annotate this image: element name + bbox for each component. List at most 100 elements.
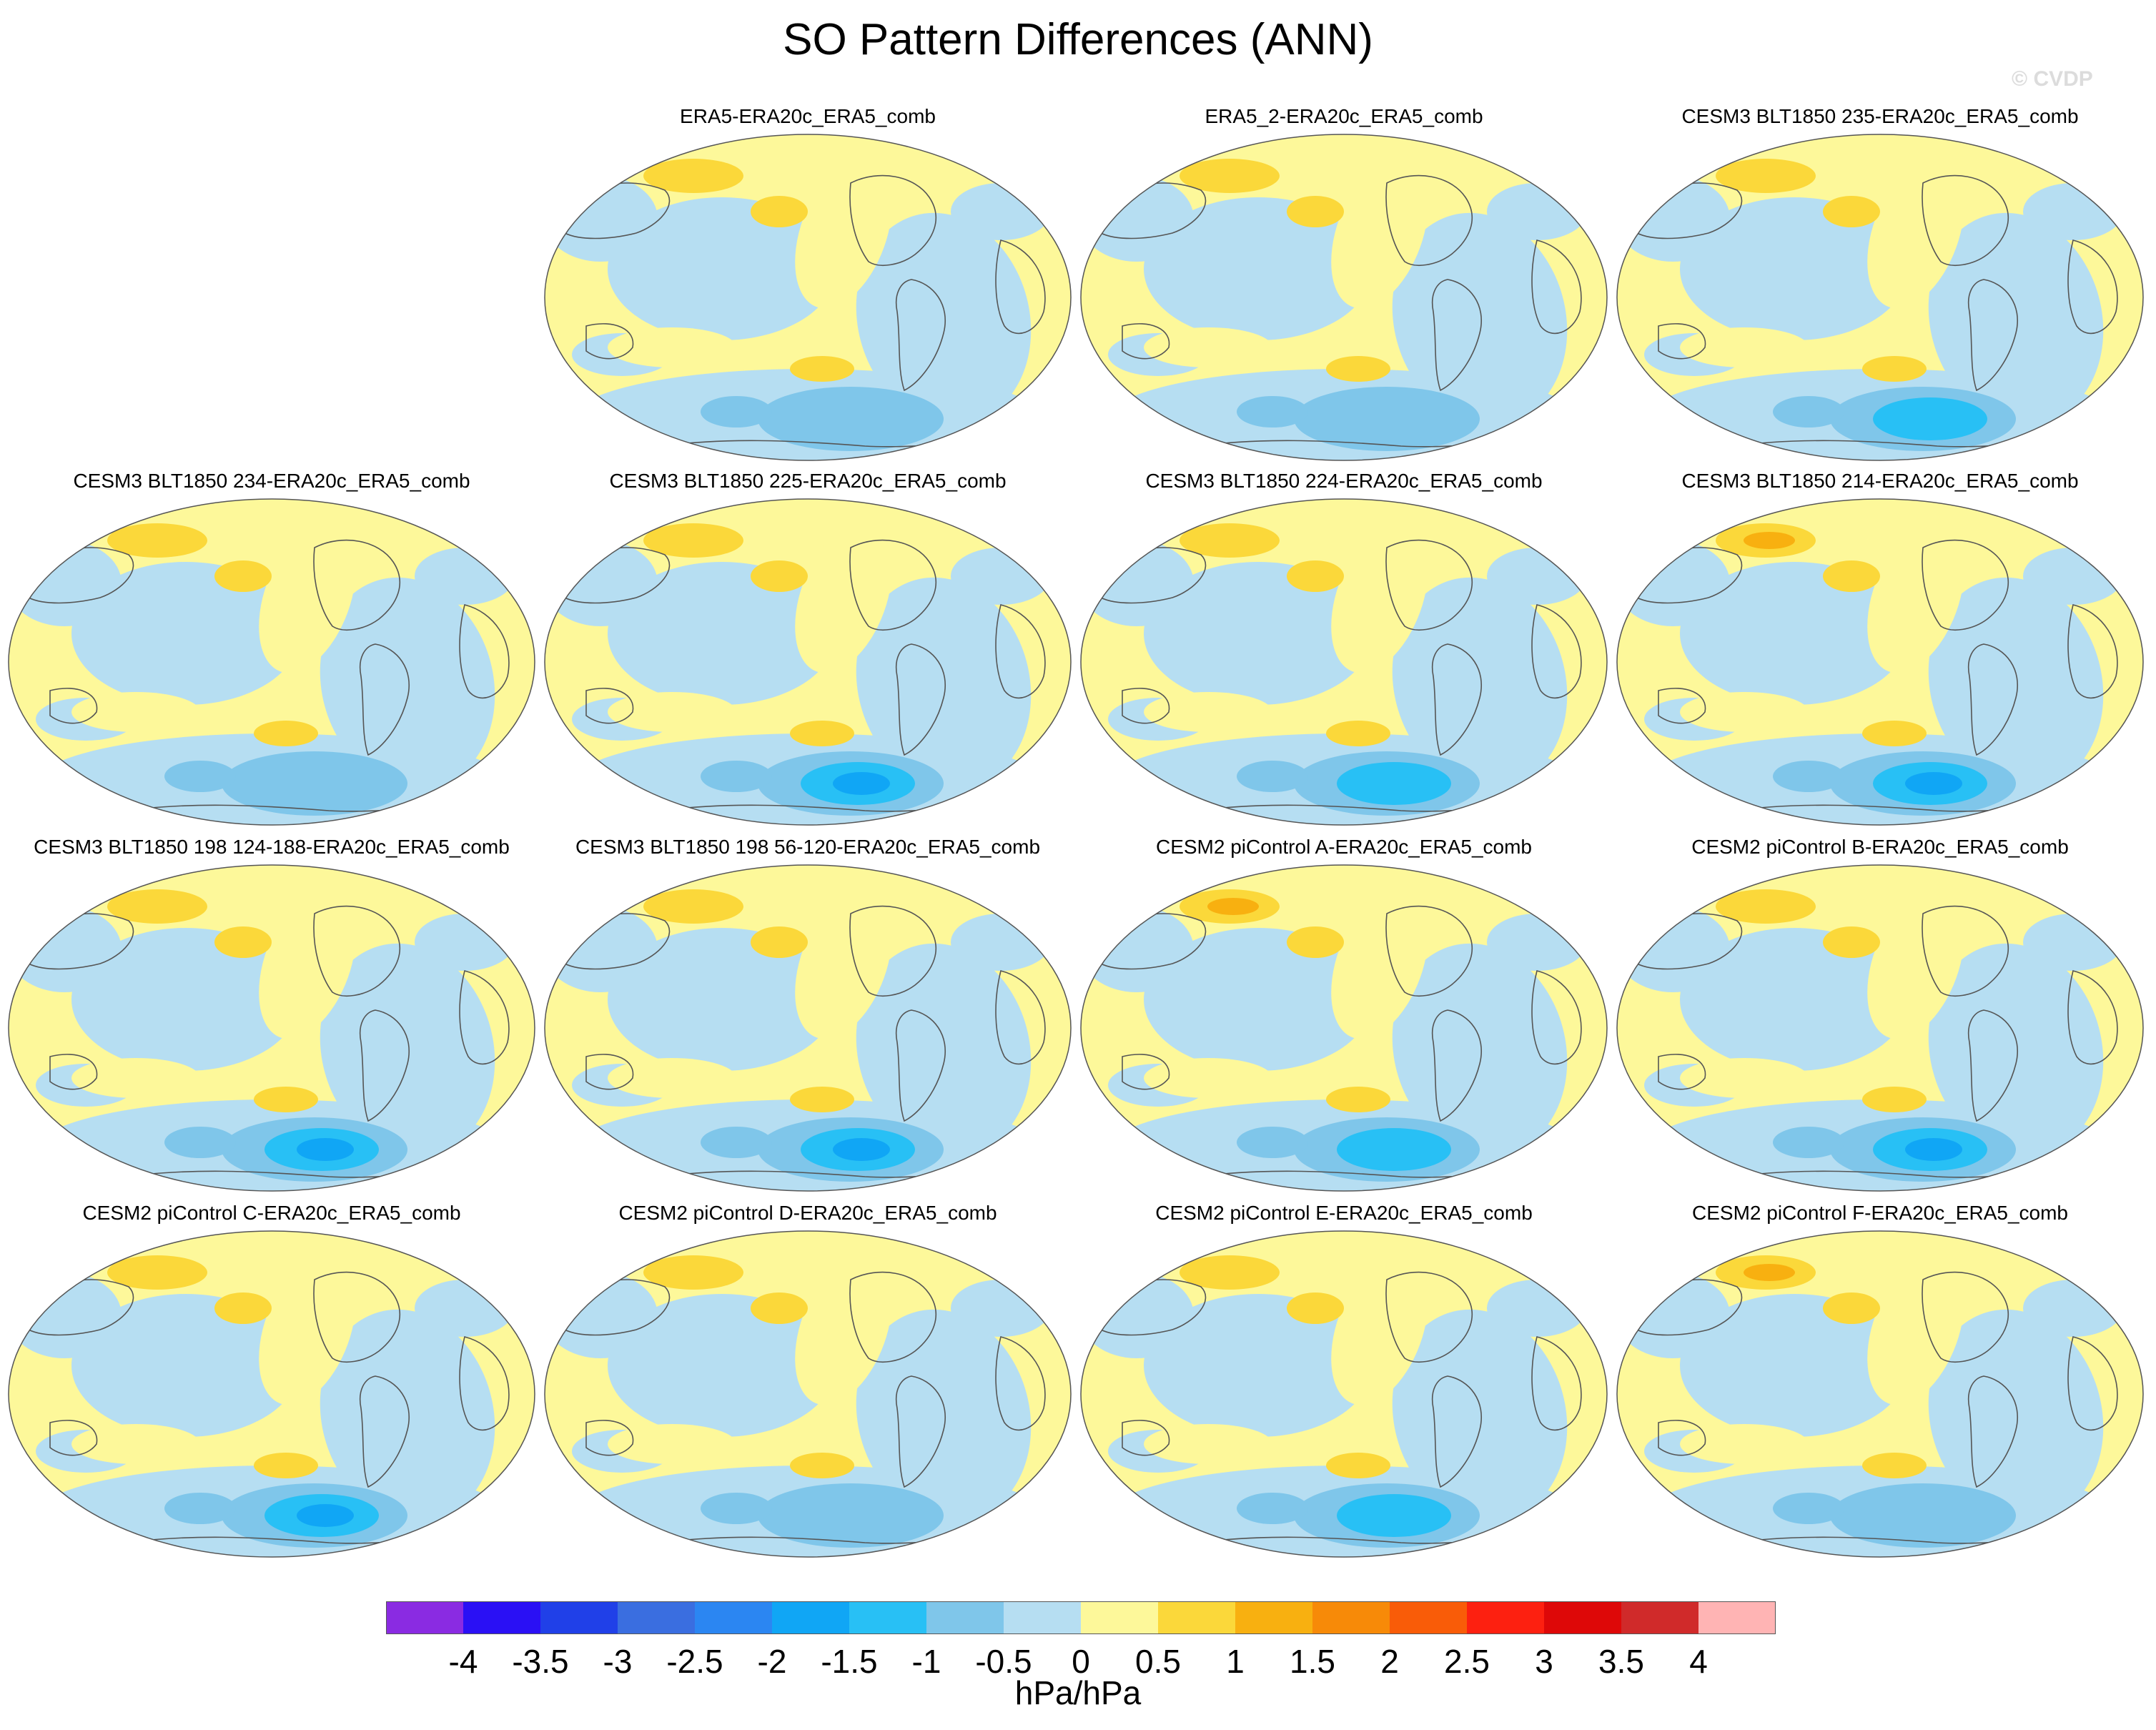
map-panel: CESM3 BLT1850 198 124-188-ERA20c_ERA5_co…	[7, 835, 536, 1192]
colorbar-tick-label: -3.5	[512, 1643, 569, 1680]
negative-anomaly-core	[164, 1127, 236, 1158]
negative-anomaly-region	[1144, 928, 1373, 1071]
negative-anomaly-region	[608, 1294, 836, 1437]
positive-anomaly-core	[214, 560, 272, 592]
panel-title: CESM3 BLT1850 235-ERA20c_ERA5_comb	[1681, 105, 2079, 127]
negative-anomaly-region	[71, 562, 300, 705]
negative-anomaly-core	[758, 1483, 944, 1548]
negative-anomaly-region	[415, 914, 515, 971]
positive-anomaly-region	[1867, 157, 1964, 309]
negative-anomaly-region	[1081, 1272, 1194, 1358]
negative-anomaly-region	[1617, 1272, 1730, 1358]
positive-anomaly-core	[254, 1087, 318, 1112]
negative-anomaly-region	[545, 176, 658, 262]
world-map	[1616, 1230, 2144, 1558]
positive-anomaly-region	[1144, 692, 1272, 732]
positive-anomaly-core	[107, 1255, 207, 1290]
positive-anomaly-core	[1823, 1292, 1880, 1324]
positive-anomaly-core	[1716, 889, 1816, 924]
positive-anomaly-region	[795, 522, 892, 673]
map-panel: CESM3 BLT1850 214-ERA20c_ERA5_comb	[1616, 469, 2145, 826]
world-map	[544, 134, 1072, 461]
positive-anomaly-core	[1287, 196, 1344, 227]
map-panel: CESM2 piControl C-ERA20c_ERA5_comb	[7, 1201, 536, 1558]
map-panel: CESM3 BLT1850 235-ERA20c_ERA5_comb	[1616, 104, 2145, 462]
negative-anomaly-region	[545, 906, 658, 992]
positive-anomaly-core	[107, 523, 207, 558]
negative-anomaly-region	[1928, 577, 2104, 790]
negative-anomaly-core	[297, 1504, 354, 1527]
negative-anomaly-region	[608, 928, 836, 1071]
map-boundary	[8, 1230, 535, 1558]
negative-anomaly-region	[2023, 914, 2123, 971]
negative-anomaly-region	[1392, 943, 1568, 1156]
colorbar-tick-label: -2.5	[666, 1643, 723, 1680]
panel-title: CESM3 BLT1850 224-ERA20c_ERA5_comb	[1145, 470, 1543, 492]
positive-anomaly-core	[1862, 356, 1927, 382]
positive-anomaly-region	[71, 1058, 200, 1098]
negative-anomaly-region	[951, 914, 1051, 971]
negative-anomaly-core	[1773, 396, 1844, 427]
positive-anomaly-core	[1716, 159, 1816, 193]
positive-anomaly-core	[790, 1453, 854, 1478]
colorbar-swatch	[386, 1601, 463, 1634]
negative-anomaly-region	[1680, 1294, 1909, 1437]
positive-anomaly-core	[1287, 1292, 1344, 1324]
colorbar-tick-label: 0.5	[1135, 1643, 1181, 1680]
negative-anomaly-core	[1237, 396, 1308, 427]
positive-anomaly-core	[1862, 721, 1927, 746]
colorbar-swatch	[695, 1601, 772, 1634]
positive-anomaly-region	[71, 1424, 200, 1464]
colorbar-swatch	[1004, 1601, 1081, 1634]
colorbar-swatch	[540, 1601, 618, 1634]
panel-title: CESM2 piControl B-ERA20c_ERA5_comb	[1691, 836, 2069, 858]
negative-anomaly-region	[415, 548, 515, 605]
negative-anomaly-region	[545, 1272, 658, 1358]
positive-anomaly-region	[1331, 888, 1428, 1039]
negative-anomaly-region	[856, 212, 1032, 425]
coastlines	[557, 539, 1046, 813]
panel-title: CESM3 BLT1850 198 56-120-ERA20c_ERA5_com…	[575, 836, 1041, 858]
negative-anomaly-region	[545, 540, 658, 626]
watermark: © CVDP	[2012, 67, 2093, 91]
panel-title: CESM2 piControl F-ERA20c_ERA5_comb	[1692, 1202, 2068, 1224]
world-map	[8, 864, 535, 1192]
negative-anomaly-core	[1773, 1493, 1844, 1524]
negative-anomaly-region	[951, 1280, 1051, 1337]
positive-anomaly-region	[1331, 1254, 1428, 1405]
negative-anomaly-region	[1392, 212, 1568, 425]
colorbar-swatch	[1698, 1601, 1776, 1634]
colorbar-swatch	[772, 1601, 849, 1634]
positive-anomaly-core	[107, 889, 207, 924]
positive-anomaly-region	[1331, 522, 1428, 673]
positive-anomaly-core	[790, 1087, 854, 1112]
world-map	[544, 498, 1072, 826]
panel-title: ERA5-ERA20c_ERA5_comb	[680, 105, 936, 127]
positive-anomaly-region	[1867, 888, 1964, 1039]
positive-anomaly-region	[608, 327, 736, 367]
map-panel: CESM3 BLT1850 225-ERA20c_ERA5_comb	[543, 469, 1072, 826]
negative-anomaly-region	[856, 943, 1032, 1156]
positive-anomaly-core	[1326, 721, 1390, 746]
positive-anomaly-core	[751, 1292, 808, 1324]
colorbar-tick-label: -4	[448, 1643, 478, 1680]
positive-anomaly-core	[1326, 1453, 1390, 1478]
negative-anomaly-region	[1392, 1309, 1568, 1522]
positive-anomaly-core	[1207, 898, 1259, 915]
positive-anomaly-region	[71, 692, 200, 732]
negative-anomaly-region	[9, 1272, 122, 1358]
positive-anomaly-region	[1680, 327, 1809, 367]
positive-anomaly-region	[1680, 1424, 1809, 1464]
map-boundary	[1080, 134, 1608, 461]
positive-anomaly-core	[751, 926, 808, 958]
negative-anomaly-region	[415, 1280, 515, 1337]
positive-anomaly-region	[795, 888, 892, 1039]
colorbar-tick-label: 1.5	[1290, 1643, 1335, 1680]
positive-anomaly-core	[643, 523, 743, 558]
negative-anomaly-core	[222, 751, 407, 816]
colorbar-tick-label: 0	[1072, 1643, 1090, 1680]
positive-anomaly-region	[795, 157, 892, 309]
colorbar-swatch	[618, 1601, 695, 1634]
map-boundary	[544, 1230, 1072, 1558]
negative-anomaly-region	[2023, 183, 2123, 240]
